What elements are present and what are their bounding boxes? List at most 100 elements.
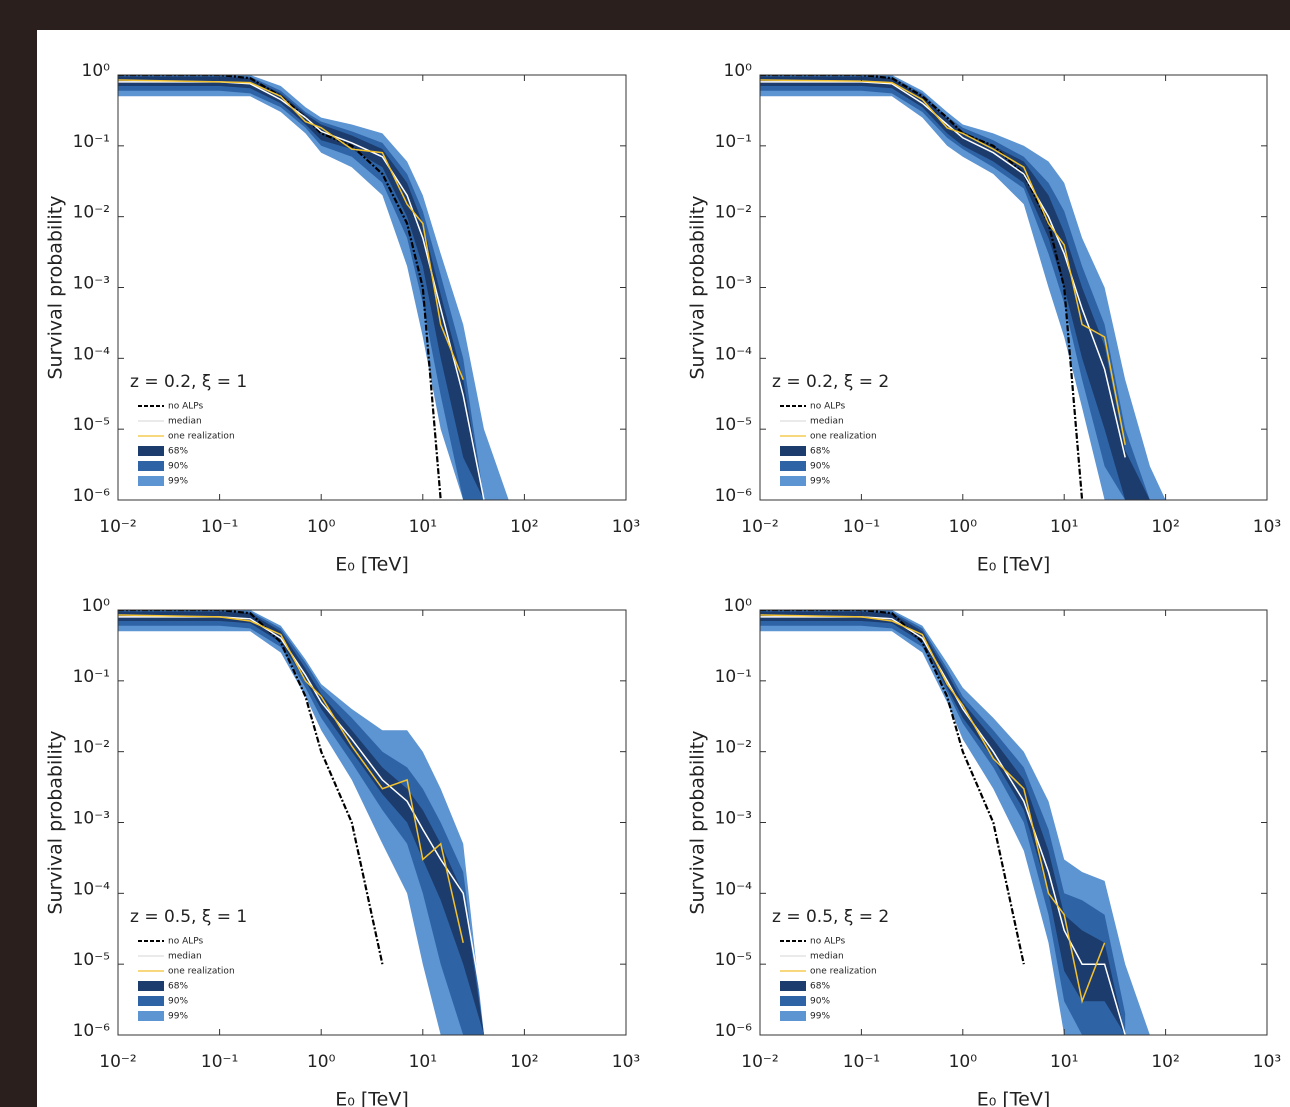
y-tick-label: 10⁻³ [73, 809, 110, 829]
x-tick-label: 10³ [1253, 1052, 1281, 1072]
reference-line [118, 610, 384, 965]
legend-label: median [810, 417, 844, 427]
reference-line [760, 610, 1025, 965]
series-line [118, 79, 464, 380]
y-axis-label: Survival probability [45, 730, 67, 914]
x-axis-label: E₀ [TeV] [335, 554, 409, 576]
y-tick-label: 10⁻¹ [73, 132, 110, 152]
y-tick-label: 10⁻⁴ [715, 879, 753, 899]
y-tick-label: 10⁻⁶ [73, 486, 111, 506]
x-tick-label: 10⁻¹ [843, 1052, 880, 1072]
legend-label: 90% [810, 997, 830, 1007]
annotation: z = 0.5, ξ = 1 [130, 907, 247, 927]
x-axis-label: E₀ [TeV] [977, 554, 1051, 576]
y-axis-label: Survival probability [687, 195, 709, 379]
annotation: z = 0.5, ξ = 2 [772, 907, 889, 927]
legend-label: one realization [810, 432, 877, 442]
y-tick-label: 10⁻¹ [73, 667, 110, 687]
y-tick-label: 10⁻⁶ [715, 486, 753, 506]
annotation: z = 0.2, ξ = 2 [772, 372, 889, 392]
x-tick-label: 10⁻¹ [201, 1052, 238, 1072]
x-tick-label: 10¹ [409, 517, 437, 537]
plot-area [760, 610, 1150, 1035]
x-tick-label: 10¹ [1050, 517, 1078, 537]
legend-label: median [810, 952, 844, 962]
x-tick-label: 10² [510, 517, 538, 537]
y-tick-label: 10⁰ [724, 61, 753, 81]
y-tick-label: 10⁻⁴ [73, 344, 111, 364]
x-tick-label: 10⁻² [99, 517, 136, 537]
series-line [118, 81, 485, 500]
y-tick-label: 10⁻⁵ [73, 415, 110, 435]
legend-label: no ALPs [168, 937, 204, 947]
x-axis-label: E₀ [TeV] [977, 1089, 1051, 1107]
x-tick-label: 10² [1151, 517, 1179, 537]
confidence-band [760, 76, 1150, 500]
legend-label: 68% [810, 447, 830, 457]
x-tick-label: 10³ [612, 1052, 640, 1072]
x-tick-label: 10⁻² [99, 1052, 136, 1072]
x-axis-label: E₀ [TeV] [335, 1089, 409, 1107]
legend-label: no ALPs [168, 402, 204, 412]
y-tick-label: 10⁻⁵ [715, 415, 752, 435]
x-tick-label: 10² [1151, 1052, 1179, 1072]
y-tick-label: 10⁻⁵ [73, 950, 110, 970]
legend-swatch [138, 1011, 164, 1021]
legend-label: 90% [810, 462, 830, 472]
legend-label: 68% [810, 982, 830, 992]
x-tick-label: 10⁻¹ [201, 517, 238, 537]
series-line [760, 614, 1106, 1004]
y-tick-label: 10⁰ [724, 596, 753, 616]
legend-label: 99% [810, 1012, 830, 1022]
y-tick-label: 10⁻² [73, 738, 110, 758]
y-tick-label: 10⁰ [82, 596, 111, 616]
legend-label: no ALPs [810, 937, 846, 947]
y-axis-label: Survival probability [45, 195, 67, 379]
y-tick-label: 10⁻³ [73, 274, 110, 294]
x-tick-label: 10⁰ [949, 1052, 978, 1072]
y-tick-label: 10⁻¹ [715, 132, 752, 152]
series-line [760, 79, 1126, 446]
legend-swatch [780, 446, 806, 456]
y-tick-label: 10⁻³ [715, 809, 752, 829]
legend-swatch [780, 996, 806, 1006]
confidence-band [118, 76, 484, 500]
series-line [118, 616, 485, 1014]
y-tick-label: 10⁻⁴ [715, 344, 753, 364]
legend-swatch [780, 476, 806, 486]
y-tick-label: 10⁻⁶ [715, 1021, 753, 1041]
legend-label: 99% [810, 477, 830, 487]
series-line [760, 616, 1126, 1035]
panel: 10⁻² 10⁻¹ 10⁰ 10¹ 10² 10³ 10⁻⁶ 10⁻⁵ 10⁻⁴ 10⁻³ 10⁻²… [687, 596, 1282, 1107]
legend-label: 68% [168, 447, 188, 457]
series-line [118, 614, 464, 943]
reference-line [118, 75, 442, 500]
legend-swatch [780, 1011, 806, 1021]
legend-label: median [168, 952, 202, 962]
y-tick-label: 10⁻² [715, 203, 752, 223]
y-tick-label: 10⁻⁵ [715, 950, 752, 970]
x-tick-label: 10³ [612, 517, 640, 537]
confidence-band [118, 75, 509, 500]
reference-line [760, 75, 1084, 500]
legend-label: 90% [168, 997, 188, 1007]
y-tick-label: 10⁻² [715, 738, 752, 758]
legend-swatch [138, 461, 164, 471]
legend-label: one realization [810, 967, 877, 977]
y-tick-label: 10⁻³ [715, 274, 752, 294]
legend-label: 99% [168, 1012, 188, 1022]
x-tick-label: 10² [510, 1052, 538, 1072]
x-tick-label: 10⁻² [741, 517, 778, 537]
legend-swatch [780, 981, 806, 991]
confidence-band [118, 611, 484, 1035]
plot-area [760, 75, 1166, 500]
legend-label: one realization [168, 967, 235, 977]
legend-swatch [138, 446, 164, 456]
annotation: z = 0.2, ξ = 1 [130, 372, 247, 392]
legend-swatch [138, 996, 164, 1006]
confidence-band [760, 611, 1126, 1035]
x-tick-label: 10¹ [409, 1052, 437, 1072]
x-tick-label: 10⁰ [949, 517, 978, 537]
x-tick-label: 10³ [1253, 517, 1281, 537]
